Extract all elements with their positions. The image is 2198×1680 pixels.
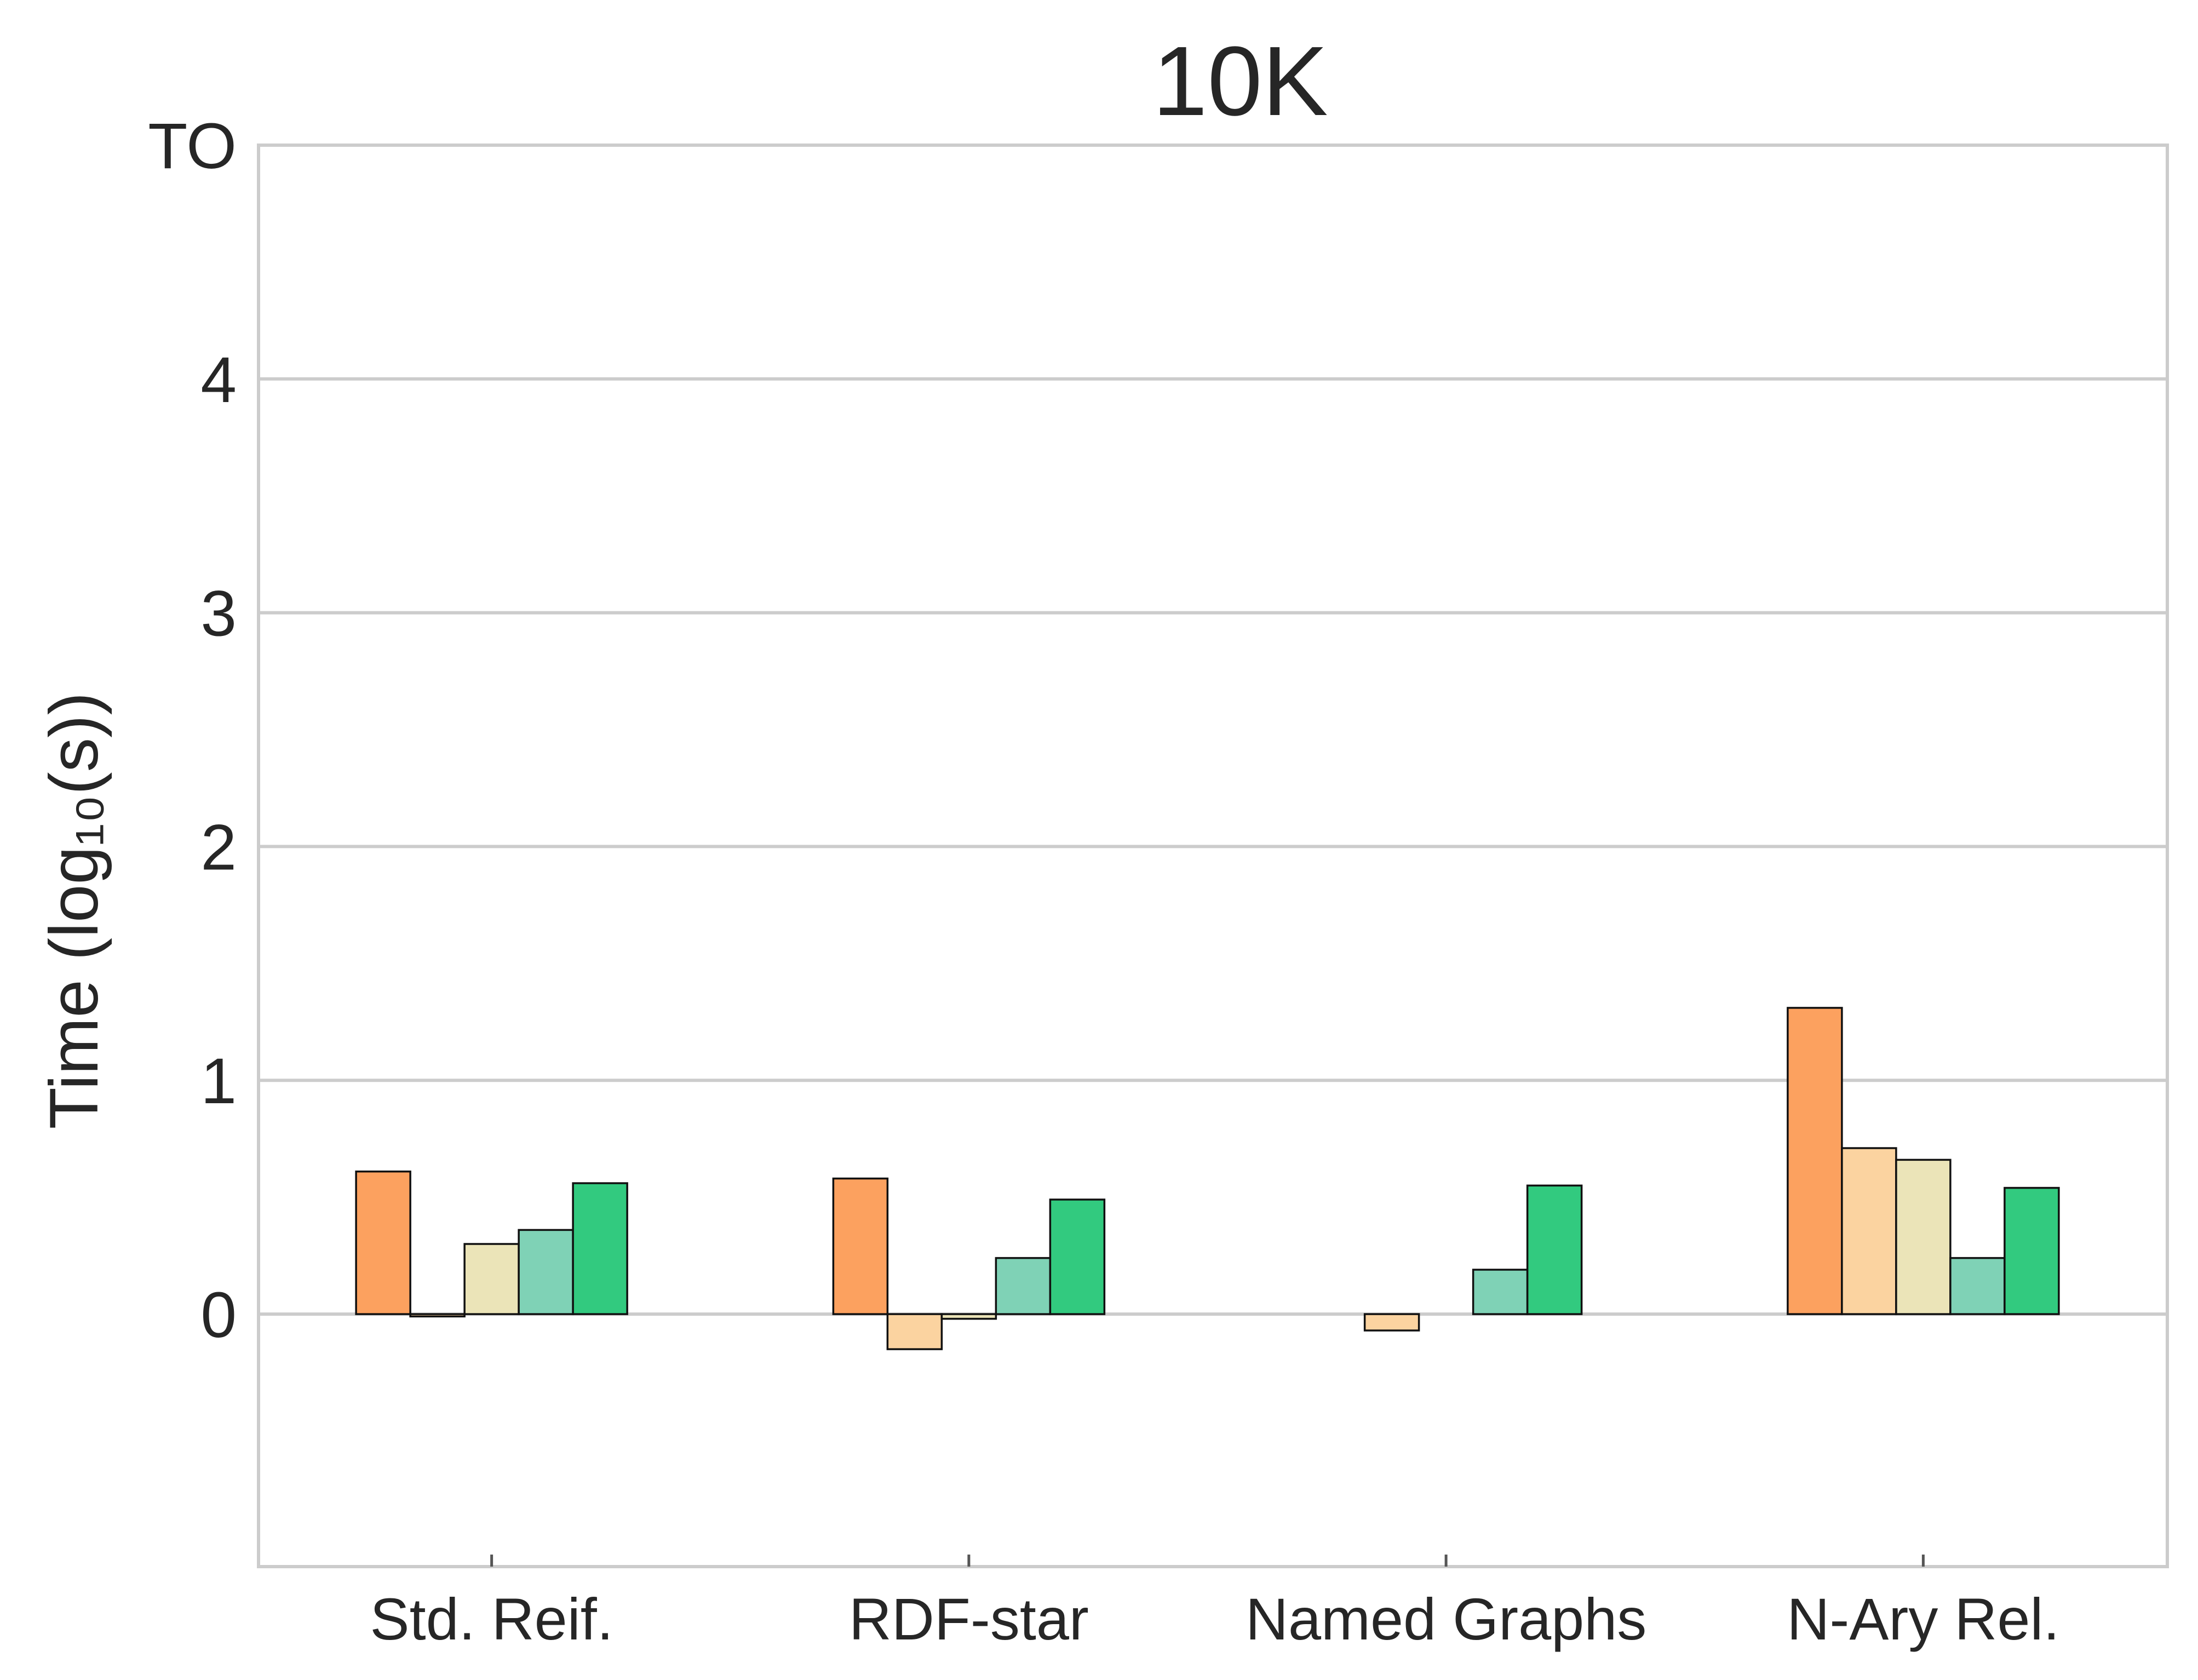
x-axis-ticks: Std. Reif. RDF-star Named Graphs N-Ary Rel. [370,1555,2059,1652]
y-tick-label: 1 [200,1045,237,1117]
y-tick-label: 3 [200,578,237,650]
bar [355,1170,411,1315]
y-tick-label: 0 [200,1279,237,1351]
bar [1949,1257,2006,1315]
chart-title: 10K [1152,26,1328,136]
x-tick-label: Std. Reif. [370,1586,613,1652]
y-tick-label: 2 [200,811,237,884]
bar [1526,1184,1583,1315]
x-tick-label: N-Ary Rel. [1787,1586,2059,1652]
y-axis-label: Time (log₁₀(s)) [36,692,112,1129]
bar [518,1229,574,1315]
bar [2004,1186,2060,1315]
bar [832,1177,889,1315]
y-axis-ticks: 0 1 2 3 4 TO [148,110,237,1351]
bar [572,1182,628,1315]
bar [1841,1147,1897,1315]
bar [886,1313,943,1350]
bar [1895,1159,1952,1315]
bar [1049,1199,1106,1315]
bar [1472,1269,1529,1315]
x-tick-label: Named Graphs [1246,1586,1646,1652]
bar [1363,1313,1420,1332]
bar [940,1313,997,1320]
bar [995,1257,1052,1315]
bar [463,1243,520,1315]
y-tick-label: 4 [200,344,237,416]
y-tick-label: TO [148,110,237,182]
bar [409,1313,466,1318]
x-tick-label: RDF-star [849,1586,1089,1652]
plot-frame [257,144,2169,1568]
bar [1787,1007,1843,1315]
bars [355,1007,2060,1350]
